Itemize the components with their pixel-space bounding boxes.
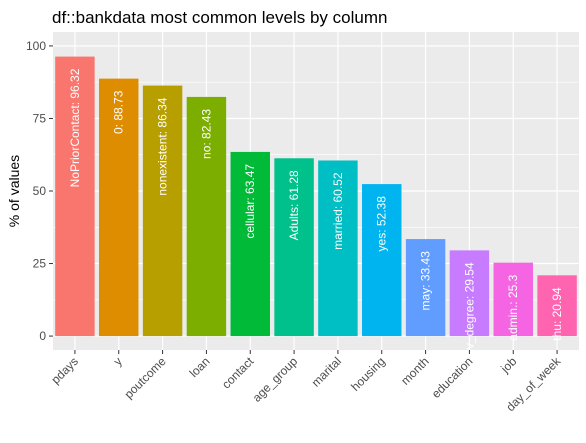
bar-labels: NoPriorContact: 96.32 0: 88.73 nonexistent…	[68, 68, 564, 365]
bar-pdays	[55, 56, 95, 337]
bars	[55, 56, 577, 337]
bar-label: admin.: 25.3	[506, 274, 520, 340]
bar-marital	[318, 160, 358, 337]
x-tick-label: month	[398, 354, 431, 387]
bar-y	[99, 78, 139, 337]
bar-education	[449, 250, 490, 337]
chart-title: df::bankdata most common levels by colum…	[52, 8, 387, 27]
y-tick-label: 0	[39, 329, 46, 343]
y-tick-label: 75	[33, 111, 47, 125]
x-tick-label: poutcome	[122, 354, 169, 401]
x-tick-label: housing	[348, 354, 388, 394]
bar-label: married: 60.52	[331, 172, 345, 250]
bar-age_group	[274, 158, 314, 337]
bar-housing	[362, 184, 402, 337]
bar-label: NoPriorContact: 96.32	[68, 68, 82, 187]
bar-label: 0: 88.73	[112, 90, 126, 134]
y-tick-label: 100	[26, 39, 46, 53]
bar-poutcome	[142, 85, 183, 337]
x-tick-label: loan	[187, 354, 213, 380]
bar-label: yes: 52.38	[375, 196, 389, 252]
bar-job	[493, 262, 533, 337]
x-tick-label: y	[111, 354, 125, 368]
bar-day_of_week	[537, 275, 577, 337]
y-tick-label: 25	[33, 257, 47, 271]
bar-label: may: 33.43	[419, 251, 433, 311]
x-tick-label: marital	[309, 354, 344, 389]
bar-label: nonexistent: 86.34	[156, 97, 170, 195]
bar-month	[405, 239, 446, 337]
y-axis: 0 25 50 75 100	[26, 39, 53, 343]
y-axis-title: % of values	[6, 155, 22, 227]
x-tick-label: age_group	[250, 354, 301, 405]
x-tick-label: contact	[219, 354, 257, 392]
bar-contact	[230, 151, 270, 337]
bar-label: cellular: 63.47	[243, 164, 257, 239]
bar-label: thu: 20.94	[550, 287, 564, 341]
x-tick-label: job	[497, 354, 519, 376]
bar-loan	[186, 96, 227, 337]
bar-label: univ_degree: 29.54	[462, 262, 476, 365]
x-tick-label: pdays	[48, 354, 81, 387]
x-tick-label: education	[429, 354, 476, 401]
y-tick-label: 50	[33, 184, 47, 198]
bar-label: Adults: 61.28	[287, 170, 301, 240]
bar-label: no: 82.43	[199, 109, 213, 159]
